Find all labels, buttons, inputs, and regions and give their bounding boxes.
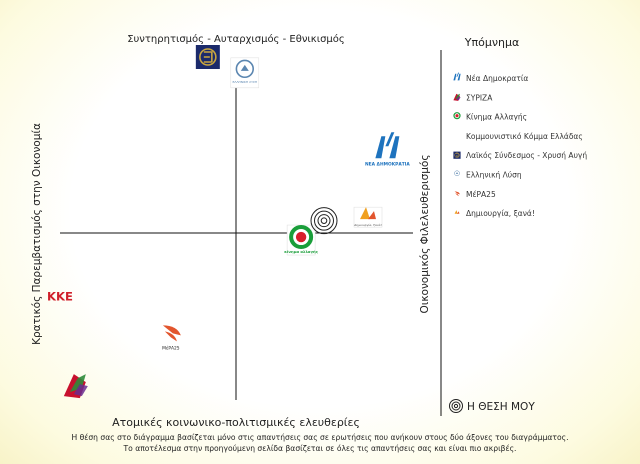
party-point-kinal: κίνημα αλλαγής bbox=[284, 224, 318, 256]
legend-icon-syriza bbox=[453, 93, 461, 101]
legend: Νέα Δημοκρατία ΣΥΡΙΖΑ Κίνημα Αλλαγής Κομμου… bbox=[453, 72, 587, 218]
my-position-marker bbox=[310, 207, 338, 235]
legend-icon-el bbox=[454, 170, 460, 177]
legend-icon-nd bbox=[453, 72, 461, 81]
nd-logo-text: ΝΕΑ ΔΗΜΟΚΡΑΤΙΑ bbox=[365, 161, 410, 167]
party-point-mera: ΜέΡΑ25 bbox=[162, 325, 181, 351]
legend-icon-mera bbox=[454, 191, 460, 197]
party-point-xa bbox=[195, 45, 220, 69]
legend-entry-label: Δημιουργία, ξανά! bbox=[466, 209, 535, 218]
footnote-line-2: Το αποτέλεσμα στην προηγούμενη σελίδα βα… bbox=[123, 444, 517, 453]
legend-entry-label: ΜέΡΑ25 bbox=[466, 190, 496, 199]
party-point-dx: Δημιουργία, ξανά! bbox=[353, 206, 383, 228]
footnote-line-1: Η θέση σας στο διάγραμμα βασίζεται μόνο … bbox=[71, 433, 569, 442]
legend-title: Υπόμνημα bbox=[464, 36, 519, 49]
mera-logo-text: ΜέΡΑ25 bbox=[162, 344, 180, 351]
party-point-el: ΕΛΛΗΝΙΚΗ ΛΥΣΗ bbox=[230, 57, 260, 89]
legend-icon-xa bbox=[453, 151, 461, 159]
party-point-kke: ΚΚΕ bbox=[47, 290, 73, 304]
legend-entry-label: ΣΥΡΙΖΑ bbox=[466, 93, 493, 102]
el-logo-text: ΕΛΛΗΝΙΚΗ ΛΥΣΗ bbox=[232, 80, 257, 84]
legend-entry-label: Κομμουνιστικό Κόμμα Ελλάδας bbox=[466, 132, 583, 141]
kke-logo-text: ΚΚΕ bbox=[47, 290, 73, 304]
party-point-syriza bbox=[63, 374, 88, 399]
legend-icon-dx bbox=[454, 210, 460, 214]
legend-entry-label: Ελληνική Λύση bbox=[466, 171, 522, 180]
axis-left-label: Κρατικός Παρεμβατισμός στην Οικονομία bbox=[31, 123, 43, 345]
kinal-logo-text: κίνημα αλλαγής bbox=[284, 249, 318, 254]
dx-logo-text: Δημιουργία, ξανά! bbox=[354, 223, 382, 227]
axis-right-label: Οικονομικός Φιλελευθερισμός bbox=[419, 155, 431, 314]
axis-bottom-label: Ατομικές κοινωνικο-πολιτισμικές ελευθερί… bbox=[112, 416, 360, 429]
legend-entry-label: Λαϊκός Σύνδεσμος - Χρυσή Αυγή bbox=[466, 151, 587, 160]
my-position-label: Η ΘΕΣΗ ΜΟΥ bbox=[467, 401, 535, 413]
axis-top-label: Συντηρητισμός - Αυταρχισμός - Εθνικισμός bbox=[127, 33, 345, 45]
data-points: ΝΕΑ ΔΗΜΟΚΡΑΤΙΑ κίνημα αλλαγής ΚΚΕ ΕΛΛΗΝΙΚΗ … bbox=[47, 45, 410, 399]
party-point-nd: ΝΕΑ ΔΗΜΟΚΡΑΤΙΑ bbox=[365, 132, 410, 167]
legend-entry-label: Νέα Δημοκρατία bbox=[466, 74, 528, 83]
my-position-legend: Η ΘΕΣΗ ΜΟΥ bbox=[449, 399, 535, 413]
legend-entry-label: Κίνημα Αλλαγής bbox=[466, 113, 527, 122]
legend-icon-kinal bbox=[453, 112, 461, 120]
